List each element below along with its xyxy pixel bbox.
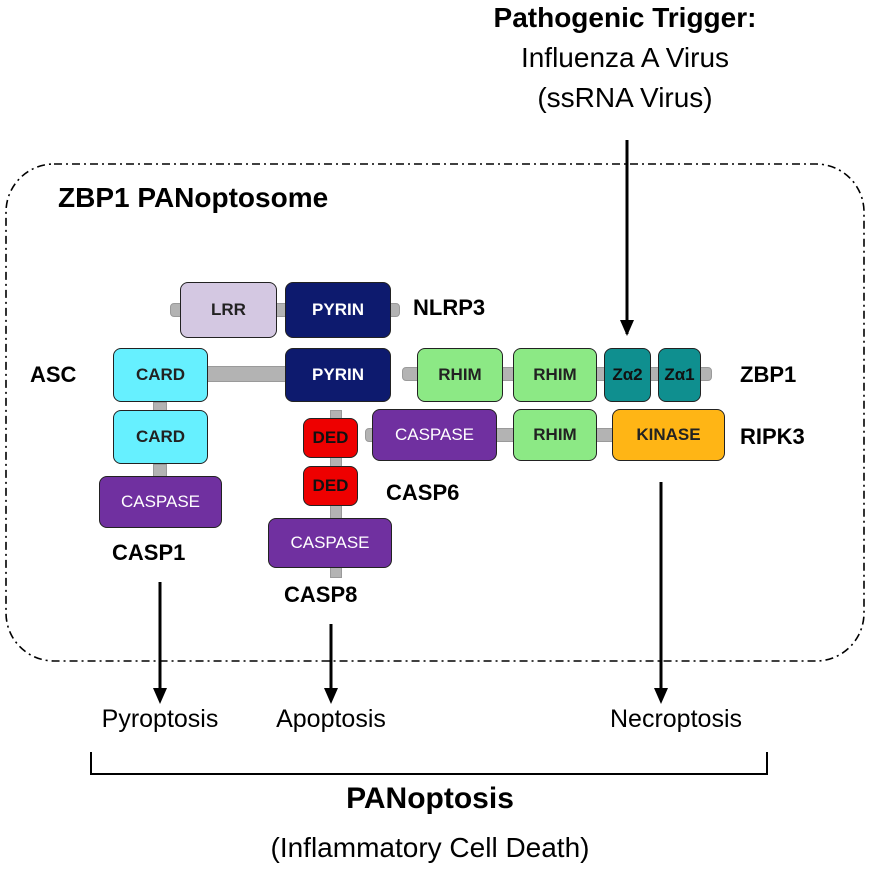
complex-title: ZBP1 PANoptosome bbox=[58, 182, 329, 213]
zbp1-za1-domain: Zα1 bbox=[658, 348, 701, 402]
asc-label: ASC bbox=[30, 362, 77, 387]
panoptosis-bracket bbox=[90, 752, 768, 775]
asc-linker bbox=[200, 366, 295, 382]
asc-pyrin-domain: PYRIN bbox=[285, 348, 391, 402]
nlrp3-pyrin-domain: PYRIN bbox=[285, 282, 391, 338]
panoptosis-subtitle: (Inflammatory Cell Death) bbox=[270, 832, 590, 863]
casp1-card-domain: CARD bbox=[113, 410, 208, 464]
casp8-label: CASP8 bbox=[284, 582, 358, 607]
panoptosis-title: PANoptosis bbox=[346, 782, 514, 815]
casp1-caspase-domain: CASPASE bbox=[99, 476, 222, 528]
ripk3-rhim-domain: RHIM bbox=[513, 409, 597, 461]
casp8-ded2-domain: DED bbox=[303, 466, 358, 506]
casp1-label: CASP1 bbox=[112, 540, 186, 565]
pyroptosis-label: Pyroptosis bbox=[101, 705, 219, 733]
ripk3-label: RIPK3 bbox=[740, 424, 805, 449]
casp8-caspase-domain: CASPASE bbox=[268, 518, 392, 568]
nlrp3-lrr-domain: LRR bbox=[180, 282, 277, 338]
nlrp3-label: NLRP3 bbox=[413, 295, 486, 320]
zbp1-rhim1-domain: RHIM bbox=[417, 348, 503, 402]
trigger-heading: Pathogenic Trigger: bbox=[493, 2, 757, 33]
casp8-ded1-domain: DED bbox=[303, 418, 358, 458]
casp6-caspase-domain: CASPASE bbox=[372, 409, 497, 461]
zbp1-rhim2-domain: RHIM bbox=[513, 348, 597, 402]
apoptosis-label: Apoptosis bbox=[276, 705, 386, 733]
necroptosis-label: Necroptosis bbox=[610, 705, 742, 733]
panoptosome-boundary bbox=[5, 163, 865, 662]
ripk3-kinase-domain: KINASE bbox=[612, 409, 725, 461]
trigger-virus-name: Influenza A Virus bbox=[520, 42, 730, 73]
zbp1-label: ZBP1 bbox=[740, 362, 797, 387]
asc-card-domain: CARD bbox=[113, 348, 208, 402]
zbp1-za2-domain: Zα2 bbox=[604, 348, 651, 402]
casp6-label: CASP6 bbox=[386, 480, 460, 505]
trigger-virus-type: (ssRNA Virus) bbox=[537, 82, 713, 113]
